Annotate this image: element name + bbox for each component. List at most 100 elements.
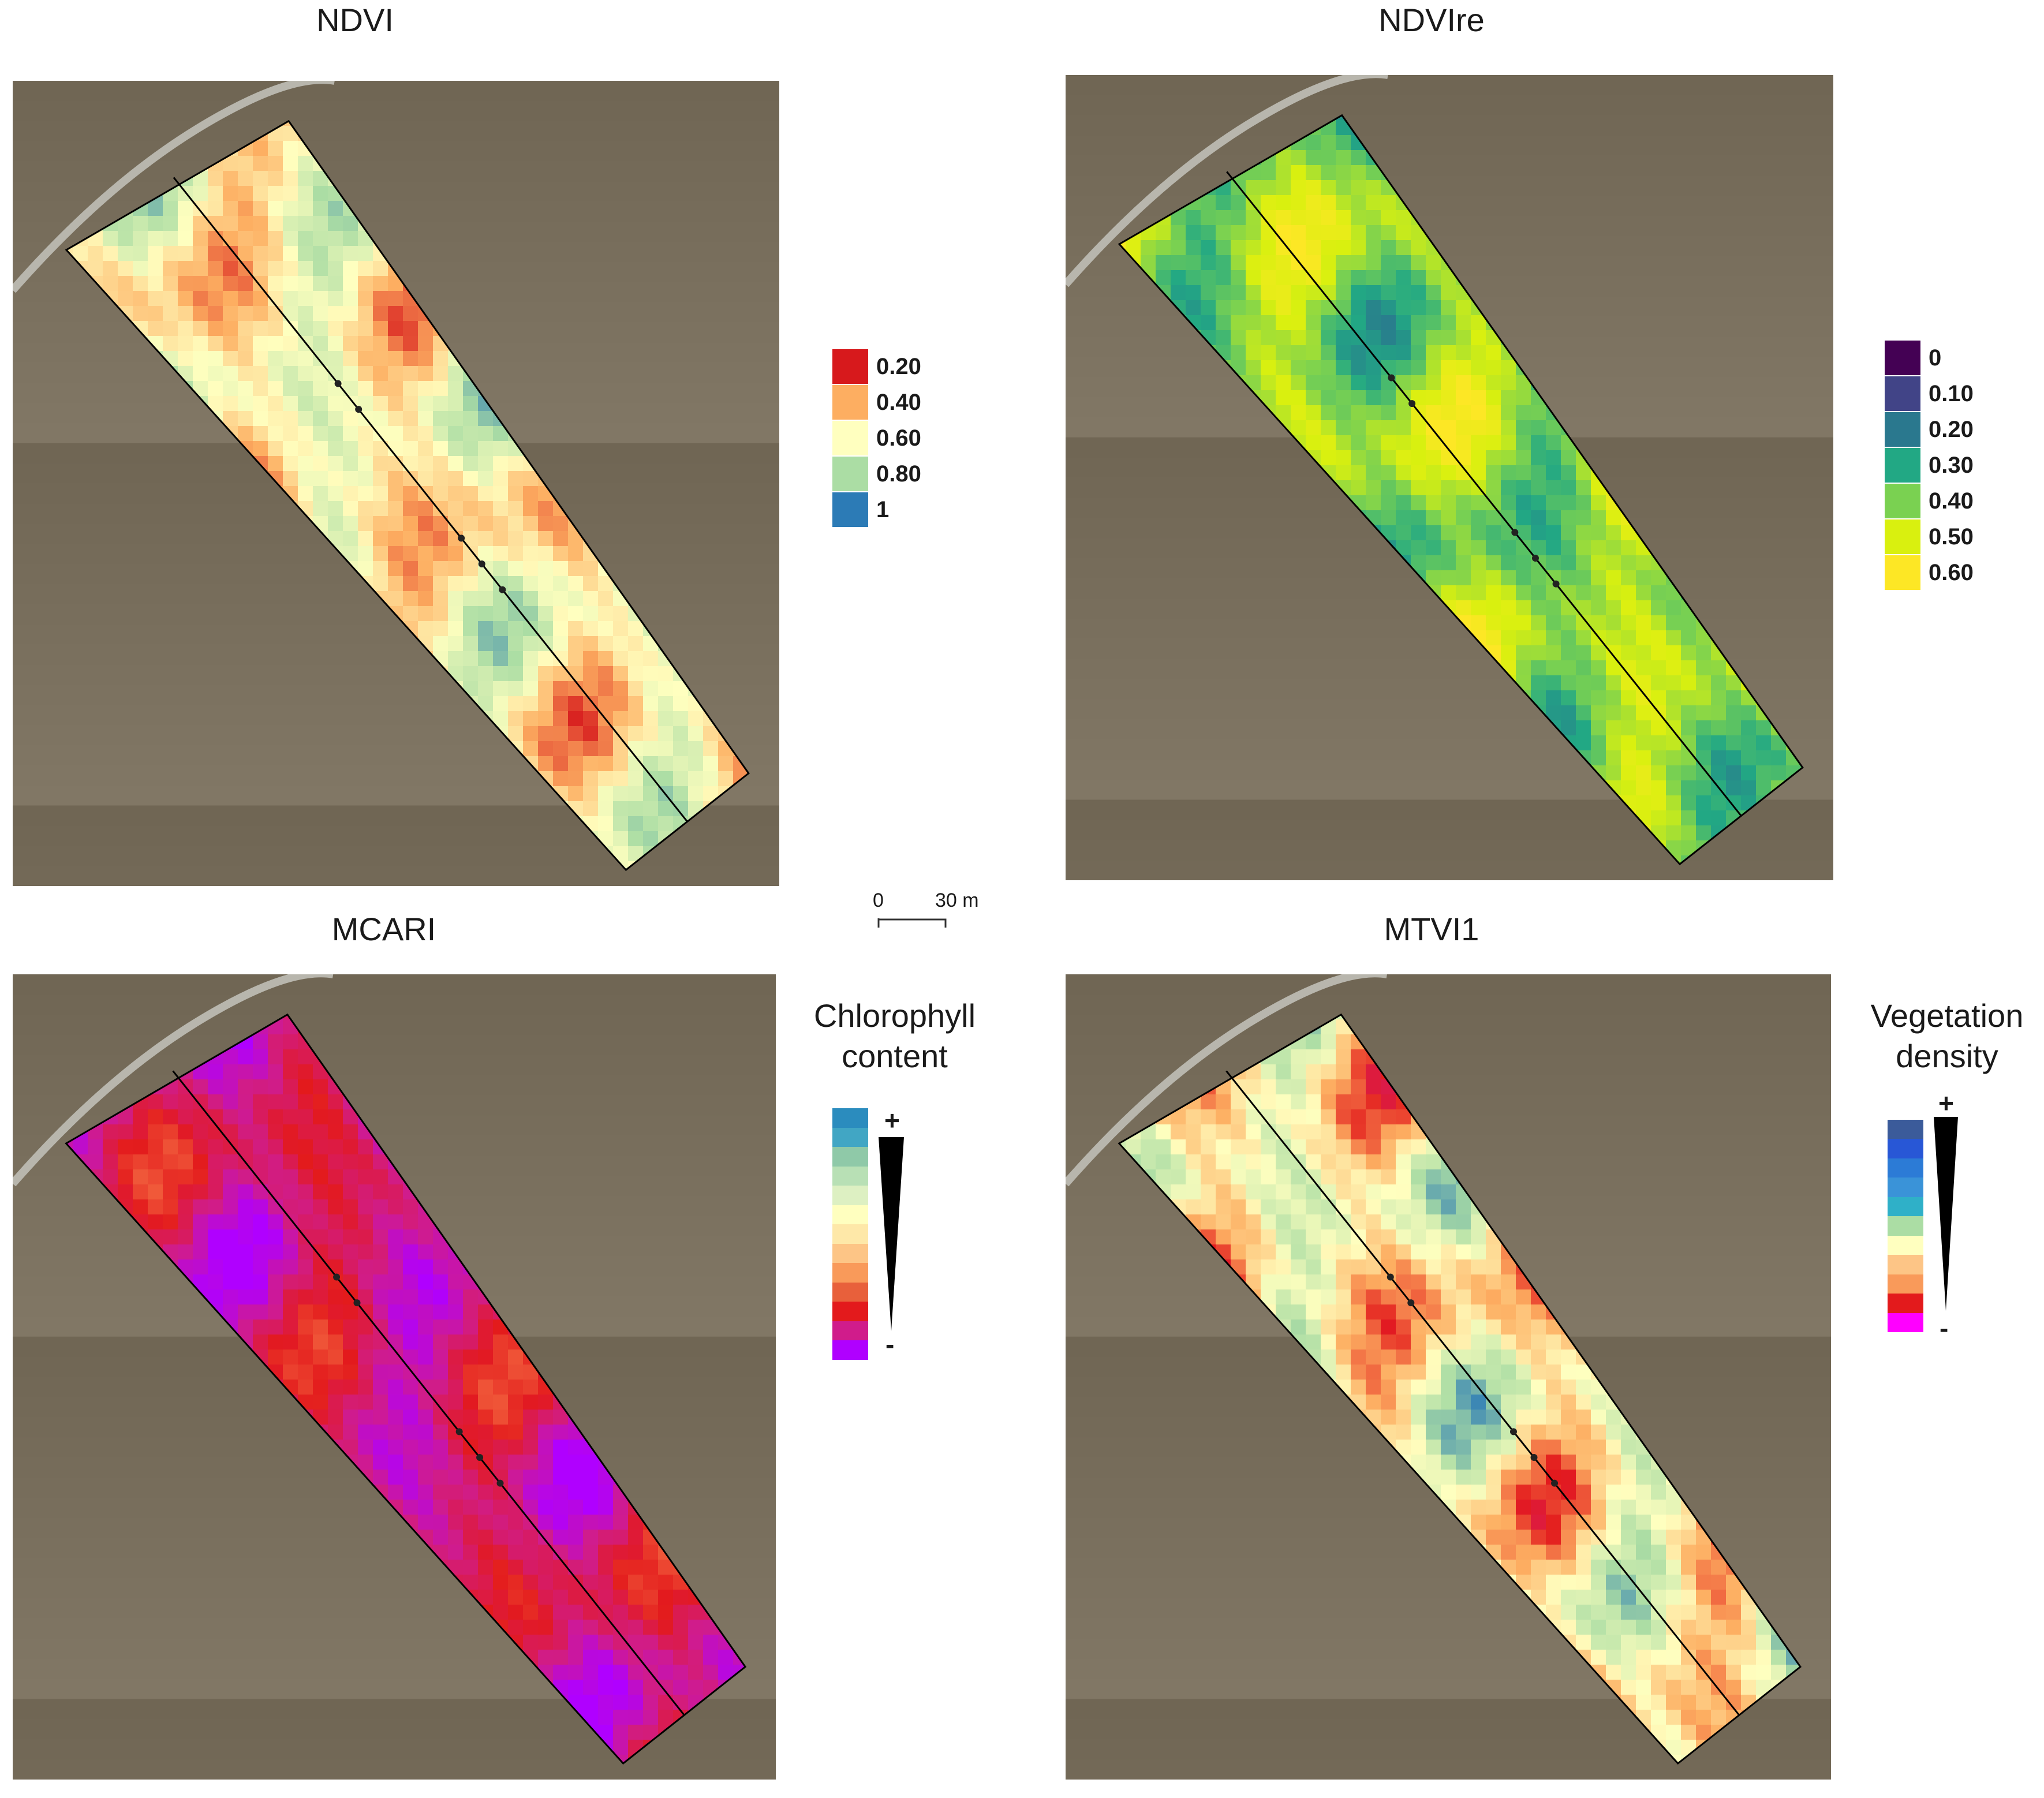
map-canvas: [13, 974, 776, 1780]
transect-line: [1226, 171, 1742, 817]
soil-band: [13, 100, 779, 122]
sample-point: [1531, 555, 1539, 562]
legend-label: 0.20: [1929, 417, 1974, 442]
map-canvas: [13, 81, 779, 886]
ramp-step: [832, 1321, 868, 1341]
ramp-step: [832, 1205, 868, 1225]
legend-label: 0.20: [876, 354, 921, 379]
chlorophyll-title-line2: content: [842, 1038, 948, 1074]
sample-point: [1509, 1428, 1517, 1436]
sample-point: [1552, 580, 1560, 588]
ndvi-title: NDVI: [316, 2, 394, 38]
legend-swatch: [1885, 519, 1920, 554]
soil-band: [1066, 1014, 1831, 1036]
road-line: [1066, 75, 1388, 287]
soil-band: [1066, 1739, 1831, 1760]
sample-point: [1551, 1479, 1559, 1487]
soil-band: [1066, 175, 1833, 197]
legend-swatch: [832, 349, 868, 384]
ramp-step: [1888, 1158, 1923, 1178]
sample-point: [355, 406, 363, 413]
ramp-step: [832, 1340, 868, 1360]
road-line: [13, 974, 334, 1187]
scale-distance-label: 30 m: [935, 889, 979, 911]
soil-band: [13, 1759, 776, 1780]
legend-label: 0.40: [1929, 488, 1974, 514]
soil-band: [13, 1075, 776, 1096]
map-canvas: [1066, 974, 1831, 1780]
soil-band: [13, 181, 779, 203]
soil-band: [1066, 115, 1833, 136]
soil-band: [1066, 618, 1833, 640]
legend-label: 0.30: [1929, 453, 1974, 478]
soil-band: [1066, 1517, 1831, 1539]
ramp-step: [832, 1147, 868, 1167]
ramp-step: [1888, 1235, 1923, 1255]
legend-swatch: [1885, 376, 1920, 411]
scale-bar: 0 30 m: [873, 886, 993, 938]
field-boundary: [1118, 1013, 1802, 1765]
soil-band: [13, 81, 779, 102]
mcari-title: MCARI: [331, 911, 436, 947]
ramp-step: [832, 1108, 868, 1128]
ramp-step: [832, 1302, 868, 1321]
sample-point: [458, 534, 465, 542]
legend-swatch: [832, 492, 868, 527]
ramp-step: [1888, 1120, 1923, 1139]
road-line: [13, 81, 335, 293]
ndvi-map: [13, 81, 779, 886]
chlorophyll-minus-sign: -: [885, 1329, 895, 1359]
soil-band: [13, 1739, 776, 1760]
legend-label: 0.60: [1929, 560, 1974, 585]
map-canvas: [1066, 75, 1833, 880]
ramp-step: [832, 1243, 868, 1264]
ramp-step: [1888, 1197, 1923, 1217]
legend-label: 0.60: [876, 425, 921, 451]
ramp-step: [1888, 1313, 1923, 1332]
chlorophyll-wedge-icon: [879, 1137, 904, 1331]
vegetation-title-line1: Vegetation: [1870, 997, 2024, 1034]
ramp-step: [832, 1224, 868, 1244]
legend-swatch: [832, 385, 868, 420]
sample-point: [476, 1454, 484, 1461]
transect-line: [173, 177, 688, 823]
soil-band: [1066, 135, 1833, 156]
scale-zero-label: 0: [873, 889, 884, 911]
sample-point: [455, 1428, 463, 1436]
ramp-step: [832, 1282, 868, 1302]
legend-label: 1: [876, 497, 890, 522]
sample-point: [1511, 529, 1519, 536]
soil-band: [13, 994, 776, 1015]
soil-band: [1066, 840, 1833, 861]
sample-point: [499, 586, 506, 593]
sample-point: [1387, 1273, 1394, 1281]
soil-band: [1066, 1075, 1831, 1096]
soil-band: [1066, 860, 1833, 880]
legend-label: 0.10: [1929, 381, 1974, 406]
ramp-step: [832, 1166, 868, 1186]
legend-swatch: [1885, 448, 1920, 483]
chlorophyll-legend-title: Chlorophyll content: [768, 996, 1022, 1076]
legend-swatch: [832, 421, 868, 455]
ramp-step: [1888, 1255, 1923, 1274]
legend-swatch: [1885, 341, 1920, 375]
legend-swatch: [1885, 412, 1920, 447]
legend-label: 0.50: [1929, 524, 1974, 550]
ramp-step: [1888, 1139, 1923, 1158]
ramp-step: [1888, 1178, 1923, 1197]
chlorophyll-plus-sign: +: [884, 1105, 900, 1135]
ramp-step: [832, 1127, 868, 1147]
ndvire-map: [1066, 75, 1833, 880]
mtvi1-title: MTVI1: [1384, 911, 1479, 947]
sample-point: [353, 1299, 361, 1307]
soil-band: [13, 121, 779, 142]
vegetation-minus-sign: -: [1940, 1313, 1949, 1343]
sample-point: [1530, 1454, 1538, 1461]
field-boundary: [65, 119, 750, 872]
transect-line: [172, 1070, 685, 1716]
mcari-map: [13, 974, 776, 1780]
vegetation-legend-title: Vegetation density: [1850, 996, 2044, 1076]
soil-band: [13, 866, 779, 886]
soil-band: [1066, 75, 1833, 96]
ndvire-title: NDVIre: [1378, 2, 1485, 38]
